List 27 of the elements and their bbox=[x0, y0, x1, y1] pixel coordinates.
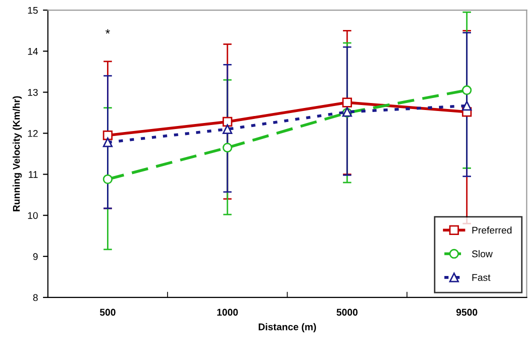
point bbox=[222, 142, 232, 152]
point bbox=[222, 124, 232, 134]
x-tick-label: 9500 bbox=[456, 308, 478, 316]
y-tick-label: 8 bbox=[33, 294, 38, 302]
point bbox=[102, 174, 113, 184]
y-tick-label: 13 bbox=[28, 88, 38, 96]
legend-label: Slow bbox=[472, 250, 493, 258]
y-tick-label: 10 bbox=[28, 212, 38, 219]
point bbox=[102, 137, 113, 148]
legend-label: Fast bbox=[472, 274, 490, 281]
point bbox=[102, 130, 113, 140]
x-tick-label: 5000 bbox=[336, 308, 358, 316]
x-axis-title: Distance (m) bbox=[258, 323, 316, 332]
point bbox=[462, 85, 472, 96]
point bbox=[222, 116, 232, 127]
y-tick-label: 12 bbox=[28, 130, 38, 137]
y-tick-label: 11 bbox=[28, 171, 38, 178]
x-tick-label: 1000 bbox=[217, 308, 238, 316]
point bbox=[462, 100, 472, 111]
annotation: * bbox=[106, 29, 110, 34]
y-tick-label: 9 bbox=[33, 253, 38, 260]
y-axis-title: Running Velocity (Km/hr) bbox=[12, 96, 22, 212]
x-tick-label: 500 bbox=[100, 308, 116, 316]
y-tick-label: 15 bbox=[28, 6, 38, 14]
y-tick-label: 14 bbox=[28, 48, 38, 55]
point bbox=[342, 98, 352, 108]
legend-label: Preferred bbox=[472, 226, 512, 234]
